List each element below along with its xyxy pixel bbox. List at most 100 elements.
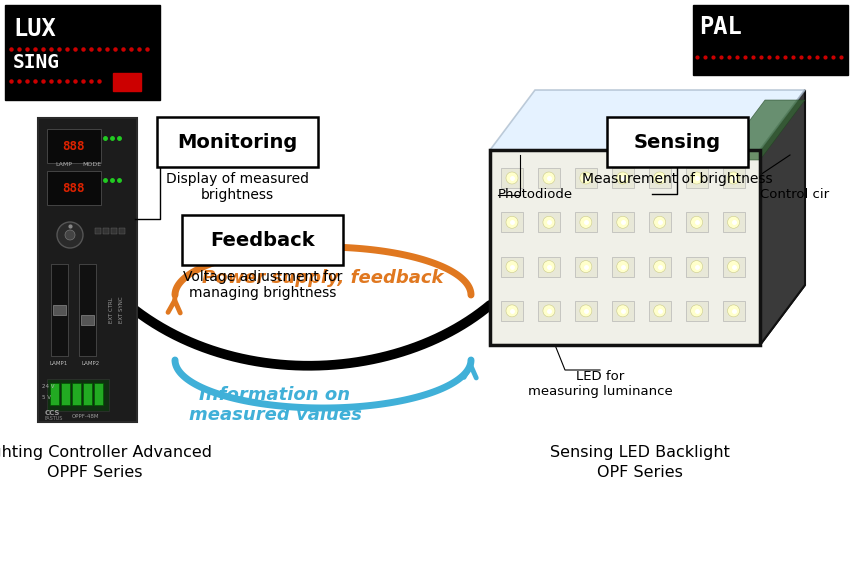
Circle shape [506, 172, 518, 184]
Text: OPPF-48M: OPPF-48M [72, 414, 99, 419]
Circle shape [543, 172, 555, 184]
Text: EXT SYNC: EXT SYNC [120, 297, 124, 323]
FancyBboxPatch shape [538, 168, 560, 188]
FancyBboxPatch shape [501, 301, 523, 321]
Circle shape [580, 172, 592, 184]
Circle shape [690, 260, 703, 273]
FancyBboxPatch shape [686, 168, 707, 188]
Polygon shape [720, 100, 805, 160]
FancyBboxPatch shape [5, 5, 160, 100]
FancyBboxPatch shape [113, 73, 141, 91]
Circle shape [580, 260, 592, 273]
Text: 24 V: 24 V [42, 384, 54, 389]
Text: LED for
measuring luminance: LED for measuring luminance [528, 370, 672, 398]
FancyBboxPatch shape [686, 212, 707, 232]
FancyBboxPatch shape [686, 256, 707, 277]
FancyBboxPatch shape [722, 301, 745, 321]
Text: Measurement of brightness: Measurement of brightness [582, 172, 773, 186]
FancyBboxPatch shape [501, 256, 523, 277]
FancyBboxPatch shape [50, 383, 59, 405]
FancyBboxPatch shape [575, 301, 597, 321]
Circle shape [65, 230, 75, 240]
Circle shape [690, 172, 703, 184]
FancyBboxPatch shape [612, 212, 634, 232]
FancyBboxPatch shape [95, 228, 101, 234]
Text: Display of measured
brightness: Display of measured brightness [166, 172, 309, 202]
Circle shape [57, 222, 83, 248]
Text: Lighting Controller Advanced: Lighting Controller Advanced [0, 445, 212, 460]
Text: 888: 888 [63, 182, 85, 195]
FancyBboxPatch shape [538, 212, 560, 232]
Circle shape [728, 305, 740, 317]
Text: 5 V: 5 V [42, 395, 51, 400]
Text: OPPF Series: OPPF Series [48, 465, 143, 480]
FancyBboxPatch shape [501, 212, 523, 232]
FancyBboxPatch shape [538, 256, 560, 277]
FancyBboxPatch shape [649, 212, 671, 232]
Text: MODE: MODE [82, 162, 101, 167]
FancyBboxPatch shape [51, 264, 68, 356]
Circle shape [543, 216, 555, 228]
Polygon shape [760, 90, 805, 345]
Text: PAL: PAL [699, 15, 742, 39]
FancyBboxPatch shape [157, 117, 318, 167]
Circle shape [690, 305, 703, 317]
Circle shape [506, 216, 518, 228]
FancyBboxPatch shape [53, 305, 66, 315]
FancyBboxPatch shape [575, 212, 597, 232]
FancyBboxPatch shape [72, 383, 81, 405]
Text: Photodiode: Photodiode [498, 188, 573, 201]
FancyBboxPatch shape [538, 301, 560, 321]
Circle shape [543, 260, 555, 273]
FancyBboxPatch shape [612, 301, 634, 321]
Text: Power supply, feedback: Power supply, feedback [202, 269, 444, 287]
FancyBboxPatch shape [79, 264, 96, 356]
Circle shape [728, 172, 740, 184]
FancyBboxPatch shape [649, 301, 671, 321]
Circle shape [617, 216, 629, 228]
FancyBboxPatch shape [83, 383, 92, 405]
Circle shape [728, 260, 740, 273]
Text: SING: SING [13, 53, 60, 72]
Text: EXT CTRL: EXT CTRL [110, 297, 115, 323]
FancyBboxPatch shape [612, 168, 634, 188]
FancyBboxPatch shape [501, 168, 523, 188]
Text: LAMP: LAMP [55, 162, 72, 167]
FancyBboxPatch shape [94, 383, 103, 405]
Circle shape [506, 305, 518, 317]
Polygon shape [490, 285, 805, 345]
FancyBboxPatch shape [47, 171, 101, 205]
Text: LAMP1: LAMP1 [50, 361, 68, 366]
Circle shape [654, 172, 666, 184]
Circle shape [580, 216, 592, 228]
Circle shape [543, 305, 555, 317]
FancyBboxPatch shape [182, 215, 343, 265]
FancyBboxPatch shape [722, 256, 745, 277]
Circle shape [728, 216, 740, 228]
Text: LUX: LUX [13, 17, 56, 41]
FancyBboxPatch shape [81, 315, 94, 325]
Circle shape [690, 216, 703, 228]
Text: Feedback: Feedback [210, 230, 314, 250]
FancyBboxPatch shape [119, 228, 125, 234]
FancyBboxPatch shape [575, 168, 597, 188]
FancyBboxPatch shape [722, 212, 745, 232]
Circle shape [580, 305, 592, 317]
Circle shape [654, 305, 666, 317]
Text: LAMP2: LAMP2 [82, 361, 100, 366]
Text: Sensing LED Backlight: Sensing LED Backlight [550, 445, 730, 460]
FancyBboxPatch shape [612, 256, 634, 277]
Text: OPF Series: OPF Series [597, 465, 683, 480]
FancyBboxPatch shape [111, 228, 117, 234]
FancyBboxPatch shape [47, 129, 101, 163]
Polygon shape [490, 90, 805, 150]
FancyBboxPatch shape [575, 256, 597, 277]
FancyBboxPatch shape [649, 168, 671, 188]
Text: 888: 888 [63, 139, 85, 152]
FancyBboxPatch shape [686, 301, 707, 321]
Circle shape [617, 260, 629, 273]
Circle shape [654, 260, 666, 273]
Text: Control cir: Control cir [760, 188, 829, 201]
FancyBboxPatch shape [722, 168, 745, 188]
Circle shape [617, 305, 629, 317]
